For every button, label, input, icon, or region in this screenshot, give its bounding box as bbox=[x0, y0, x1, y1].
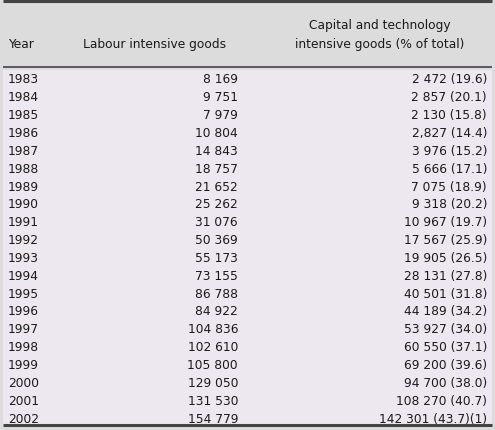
Text: 55 173: 55 173 bbox=[195, 252, 238, 264]
Text: 129 050: 129 050 bbox=[188, 376, 238, 389]
Text: 3 976 (15.2): 3 976 (15.2) bbox=[411, 144, 487, 157]
Text: 86 788: 86 788 bbox=[195, 287, 238, 300]
Text: 104 836: 104 836 bbox=[188, 322, 238, 335]
Bar bbox=[3, 71, 492, 427]
Text: 2 857 (20.1): 2 857 (20.1) bbox=[411, 91, 487, 104]
Text: 94 700 (38.0): 94 700 (38.0) bbox=[404, 376, 487, 389]
Text: 8 169: 8 169 bbox=[203, 73, 238, 86]
Text: intensive goods (% of total): intensive goods (% of total) bbox=[296, 37, 465, 50]
Text: 1988: 1988 bbox=[8, 162, 39, 175]
Text: 2001: 2001 bbox=[8, 394, 39, 407]
Text: 1997: 1997 bbox=[8, 322, 39, 335]
Text: 40 501 (31.8): 40 501 (31.8) bbox=[403, 287, 487, 300]
Text: 1985: 1985 bbox=[8, 109, 39, 122]
Text: 69 200 (39.6): 69 200 (39.6) bbox=[404, 358, 487, 371]
Text: 50 369: 50 369 bbox=[195, 233, 238, 246]
Text: 2002: 2002 bbox=[8, 412, 39, 424]
Text: 102 610: 102 610 bbox=[188, 341, 238, 353]
Text: 7 075 (18.9): 7 075 (18.9) bbox=[411, 180, 487, 193]
Text: 10 967 (19.7): 10 967 (19.7) bbox=[404, 216, 487, 229]
Text: 31 076: 31 076 bbox=[196, 216, 238, 229]
Text: 142 301 (43.7)(1): 142 301 (43.7)(1) bbox=[379, 412, 487, 424]
Text: 154 779: 154 779 bbox=[188, 412, 238, 424]
Bar bbox=[3, 0, 492, 68]
Text: 9 318 (20.2): 9 318 (20.2) bbox=[411, 198, 487, 211]
Text: 105 800: 105 800 bbox=[188, 358, 238, 371]
Text: 18 757: 18 757 bbox=[195, 162, 238, 175]
Text: 108 270 (40.7): 108 270 (40.7) bbox=[396, 394, 487, 407]
Text: 1996: 1996 bbox=[8, 305, 39, 318]
Text: 2000: 2000 bbox=[8, 376, 39, 389]
Text: 7 979: 7 979 bbox=[203, 109, 238, 122]
Text: 131 530: 131 530 bbox=[188, 394, 238, 407]
Text: 1993: 1993 bbox=[8, 252, 39, 264]
Text: 17 567 (25.9): 17 567 (25.9) bbox=[403, 233, 487, 246]
Text: 53 927 (34.0): 53 927 (34.0) bbox=[404, 322, 487, 335]
Text: 1998: 1998 bbox=[8, 341, 39, 353]
Text: 2,827 (14.4): 2,827 (14.4) bbox=[411, 127, 487, 140]
Text: 5 666 (17.1): 5 666 (17.1) bbox=[411, 162, 487, 175]
Text: 1984: 1984 bbox=[8, 91, 39, 104]
Text: 2 130 (15.8): 2 130 (15.8) bbox=[411, 109, 487, 122]
Text: 1986: 1986 bbox=[8, 127, 39, 140]
Text: Year: Year bbox=[8, 37, 34, 50]
Text: 9 751: 9 751 bbox=[203, 91, 238, 104]
Text: Labour intensive goods: Labour intensive goods bbox=[84, 37, 227, 50]
Text: 28 131 (27.8): 28 131 (27.8) bbox=[403, 269, 487, 282]
Text: 14 843: 14 843 bbox=[195, 144, 238, 157]
Text: 1995: 1995 bbox=[8, 287, 39, 300]
Text: 84 922: 84 922 bbox=[195, 305, 238, 318]
Text: 19 905 (26.5): 19 905 (26.5) bbox=[403, 252, 487, 264]
Text: 73 155: 73 155 bbox=[195, 269, 238, 282]
Text: 1991: 1991 bbox=[8, 216, 39, 229]
Text: 1994: 1994 bbox=[8, 269, 39, 282]
Text: 1983: 1983 bbox=[8, 73, 39, 86]
Text: 1987: 1987 bbox=[8, 144, 39, 157]
Text: 21 652: 21 652 bbox=[195, 180, 238, 193]
Text: 44 189 (34.2): 44 189 (34.2) bbox=[404, 305, 487, 318]
Text: 25 262: 25 262 bbox=[195, 198, 238, 211]
Text: 2 472 (19.6): 2 472 (19.6) bbox=[412, 73, 487, 86]
Text: 1999: 1999 bbox=[8, 358, 39, 371]
Text: 60 550 (37.1): 60 550 (37.1) bbox=[403, 341, 487, 353]
Text: 10 804: 10 804 bbox=[195, 127, 238, 140]
Text: Capital and technology: Capital and technology bbox=[309, 18, 451, 31]
Text: 1989: 1989 bbox=[8, 180, 39, 193]
Text: 1992: 1992 bbox=[8, 233, 39, 246]
Text: 1990: 1990 bbox=[8, 198, 39, 211]
